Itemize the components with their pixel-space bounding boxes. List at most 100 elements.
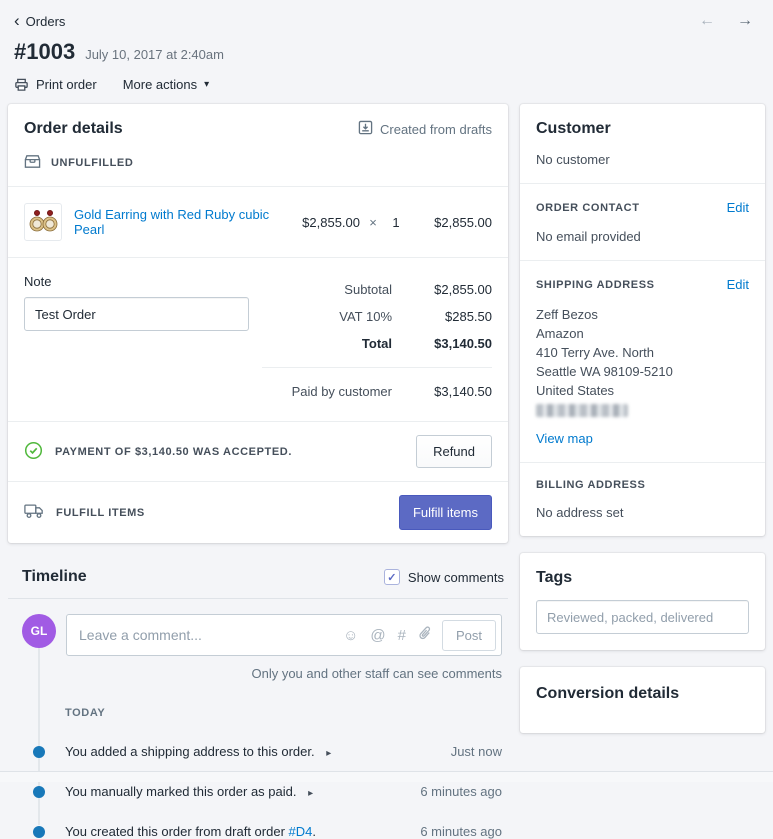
item-quantity: 1 [392, 214, 400, 230]
post-button[interactable]: Post [441, 619, 496, 651]
event-text: You added a shipping address to this ord… [65, 744, 315, 759]
product-link[interactable]: Gold Earring with Red Ruby cubic Pearl [74, 207, 270, 237]
top-bar: ‹ Orders ← → #1003 July 10, 2017 at 2:40… [0, 0, 773, 93]
caret-down-icon: ▾ [204, 79, 210, 90]
timeline-event: You created this order from draft order … [22, 824, 508, 839]
printer-icon [14, 77, 29, 92]
previous-order-arrow-icon[interactable]: ← [699, 12, 715, 29]
address-country: United States [536, 383, 615, 398]
timeline-event: You manually marked this order as paid. … [22, 784, 508, 799]
shipping-address: Zeff Bezos Amazon 410 Terry Ave. North S… [536, 305, 749, 417]
address-street: 410 Terry Ave. North [536, 345, 655, 360]
customer-card: Customer No customer ORDER CONTACT Edit … [520, 104, 765, 536]
truck-icon [24, 503, 44, 522]
payment-status-strip: PAYMENT OF $3,140.50 WAS ACCEPTED. Refun… [8, 421, 508, 481]
event-text: You created this order from draft order [65, 824, 285, 839]
order-contact-label: ORDER CONTACT [536, 201, 640, 214]
show-comments-label: Show comments [407, 569, 504, 585]
fulfill-strip: FULFILL ITEMS Fulfill items [8, 481, 508, 543]
view-map-link[interactable]: View map [536, 431, 593, 446]
show-comments-toggle[interactable]: ✓ Show comments [383, 569, 504, 585]
customer-title: Customer [536, 120, 611, 137]
tags-input[interactable] [536, 600, 749, 634]
address-company: Amazon [536, 326, 584, 341]
paid-by-customer-value: $3,140.50 [434, 384, 492, 399]
order-details-card: Order details Created from drafts [8, 104, 508, 543]
fulfillment-status: UNFULFILLED [8, 150, 508, 187]
address-city: Seattle WA 98109-5210 [536, 364, 673, 379]
payment-status-label: PAYMENT OF $3,140.50 WAS ACCEPTED. [55, 445, 292, 458]
print-order-button[interactable]: Print order [14, 77, 97, 92]
payment-success-check-icon [24, 441, 43, 463]
edit-shipping-link[interactable]: Edit [726, 277, 749, 292]
item-unit-price: $2,855.00 [302, 214, 360, 230]
print-order-label: Print order [36, 77, 97, 92]
conversion-details-title: Conversion details [536, 685, 680, 702]
comment-input[interactable] [79, 627, 344, 643]
archive-import-icon [358, 120, 373, 138]
edit-contact-link[interactable]: Edit [726, 200, 749, 215]
totals-summary: Subtotal $2,855.00 VAT 10% $285.50 Total… [262, 274, 492, 405]
checkbox-checked-icon[interactable]: ✓ [383, 569, 400, 585]
redacted-phone [536, 404, 628, 417]
address-name: Zeff Bezos [536, 307, 598, 322]
subtotal-label: Subtotal [344, 282, 392, 297]
line-item-row: Gold Earring with Red Ruby cubic Pearl $… [8, 187, 508, 258]
billing-address-label: BILLING ADDRESS [536, 479, 646, 491]
breadcrumb[interactable]: ‹ Orders [14, 10, 66, 30]
item-line-total: $2,855.00 [434, 214, 492, 230]
totals-divider [262, 367, 492, 368]
note-label: Note [24, 274, 52, 289]
tags-card: Tags [520, 553, 765, 650]
fulfill-items-button[interactable]: Fulfill items [398, 495, 492, 530]
hashtag-icon[interactable]: # [397, 626, 406, 644]
timeline-dot-icon [33, 745, 45, 758]
emoji-icon[interactable]: ☺ [343, 626, 359, 644]
breadcrumb-label: Orders [25, 13, 66, 29]
event-time: 6 minutes ago [420, 824, 502, 839]
subtotal-value: $2,855.00 [434, 282, 492, 297]
event-text-suffix: . [312, 824, 317, 839]
timeline-body: GL ☺ @ # Post Onl [22, 599, 508, 839]
created-from-drafts-badge: Created from drafts [358, 120, 492, 138]
tags-title: Tags [536, 569, 573, 586]
created-from-drafts-label: Created from drafts [380, 121, 492, 137]
avatar: GL [22, 614, 56, 648]
fulfillment-status-label: UNFULFILLED [51, 157, 134, 169]
draft-order-link[interactable]: #D4 [288, 824, 313, 839]
more-actions-button[interactable]: More actions ▾ [123, 77, 209, 92]
order-details-title: Order details [24, 120, 123, 137]
timeline-divider [8, 598, 508, 599]
attachment-icon[interactable] [418, 626, 432, 644]
shipping-address-label: SHIPPING ADDRESS [536, 278, 655, 291]
note-input[interactable] [24, 297, 249, 331]
total-value: $3,140.50 [434, 336, 492, 351]
fulfill-items-label: FULFILL ITEMS [56, 506, 145, 519]
vat-label: VAT 10% [339, 309, 392, 324]
event-time: Just now [450, 744, 502, 759]
order-pagination: ← → [699, 12, 759, 30]
total-label: Total [361, 336, 392, 351]
comment-box: ☺ @ # Post [66, 614, 502, 656]
event-time: 6 minutes ago [420, 784, 502, 799]
order-date: July 10, 2017 at 2:40am [85, 47, 224, 62]
conversion-details-card: Conversion details [520, 667, 765, 733]
next-order-arrow-icon[interactable]: → [737, 12, 753, 29]
no-email-text: No email provided [536, 229, 641, 244]
no-customer-text: No customer [536, 152, 610, 167]
timeline-title: Timeline [22, 568, 87, 585]
more-actions-label: More actions [122, 77, 198, 92]
timeline-event: You added a shipping address to this ord… [22, 744, 508, 759]
multiply-icon: × [369, 214, 377, 230]
event-text: You manually marked this order as paid. [65, 784, 297, 799]
page-title: #1003 [14, 39, 76, 64]
mention-icon[interactable]: @ [370, 626, 386, 644]
paid-by-customer-label: Paid by customer [291, 384, 392, 399]
refund-button[interactable]: Refund [416, 435, 492, 468]
vat-value: $285.50 [445, 309, 492, 324]
disclosure-triangle-icon[interactable]: ▸ [308, 788, 314, 799]
back-chevron-icon: ‹ [14, 10, 20, 30]
disclosure-triangle-icon[interactable]: ▸ [326, 748, 332, 759]
open-box-icon [24, 154, 41, 172]
timeline-dot-icon [33, 825, 45, 838]
